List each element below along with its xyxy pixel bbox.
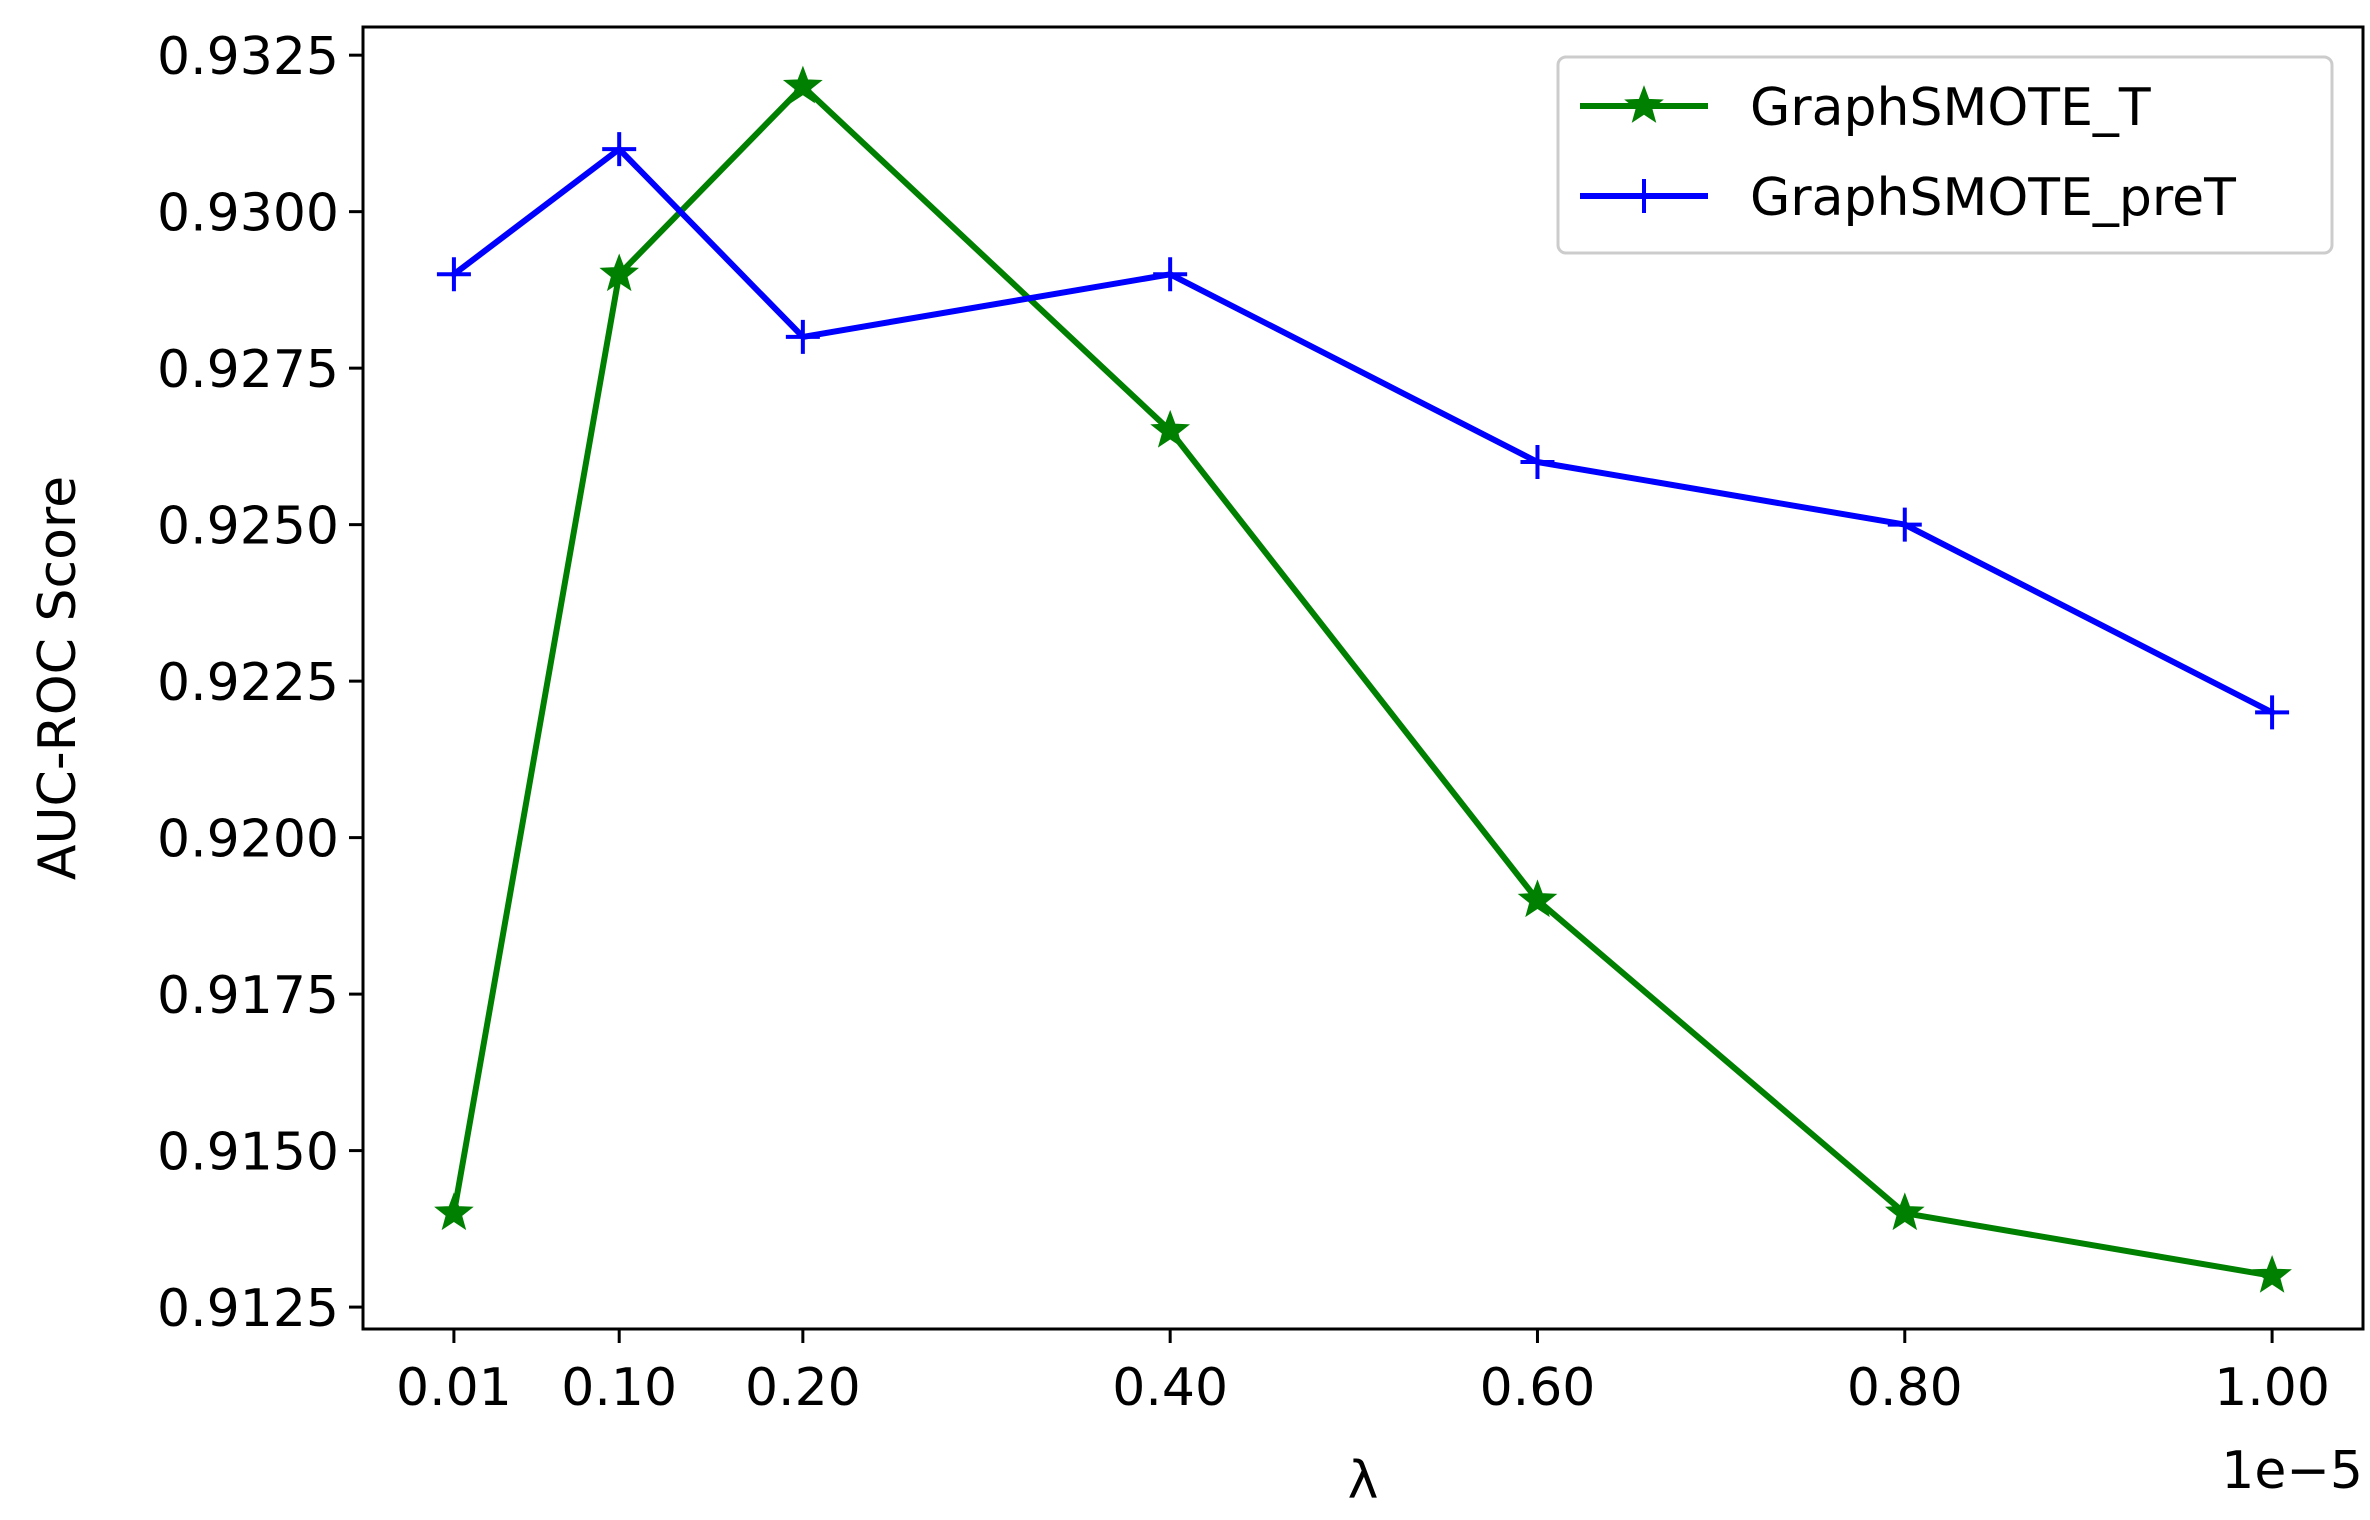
legend-marker-2 bbox=[1627, 179, 1661, 213]
data-point bbox=[436, 257, 471, 292]
x-tick-label: 0.01 bbox=[396, 1358, 512, 1418]
y-tick-label: 0.9175 bbox=[157, 966, 339, 1026]
y-tick-label: 0.9325 bbox=[157, 27, 339, 87]
y-tick-label: 0.9125 bbox=[157, 1279, 339, 1339]
y-tick-label: 0.9250 bbox=[157, 497, 339, 557]
legend-box bbox=[1556, 55, 2334, 255]
data-point bbox=[782, 65, 823, 104]
y-tick-label: 0.9225 bbox=[157, 653, 339, 713]
y-tick-label: 0.9300 bbox=[157, 184, 339, 244]
data-point bbox=[1887, 507, 1922, 542]
series-layer bbox=[434, 65, 2292, 1293]
data-point bbox=[1520, 445, 1555, 480]
x-tick-label: 1.00 bbox=[2214, 1358, 2330, 1418]
data-point bbox=[1884, 1192, 1925, 1231]
plot-frame bbox=[361, 25, 2365, 1331]
data-point bbox=[785, 319, 820, 354]
data-point bbox=[1150, 409, 1190, 448]
legend-label-1: GraphSMOTE_T bbox=[1750, 78, 2151, 138]
x-axis-label: λ bbox=[1348, 1451, 1379, 1511]
x-axis: 0.01 0.10 0.20 0.40 0.60 0.80 1.00 bbox=[396, 1329, 2330, 1418]
y-tick-label: 0.9200 bbox=[157, 810, 339, 870]
series-line-1 bbox=[450, 83, 2276, 1280]
y-tick-label: 0.9275 bbox=[157, 340, 339, 400]
legend-label-2: GraphSMOTE_preT bbox=[1750, 168, 2236, 228]
legend-marker-1 bbox=[1624, 85, 1664, 123]
x-tick-label: 0.20 bbox=[745, 1358, 861, 1418]
data-point bbox=[602, 132, 637, 167]
y-tick-label: 0.9150 bbox=[157, 1123, 339, 1183]
x-tick-label: 0.80 bbox=[1847, 1358, 1963, 1418]
data-point bbox=[1517, 879, 1558, 918]
data-point bbox=[2252, 1254, 2292, 1293]
x-axis-offset-label: 1e−5 bbox=[2221, 1441, 2363, 1501]
data-point bbox=[1153, 257, 1188, 292]
legend: GraphSMOTE_T GraphSMOTE_preT bbox=[1556, 55, 2334, 255]
x-tick-label: 0.60 bbox=[1480, 1358, 1596, 1418]
y-axis-label: AUC-ROC Score bbox=[28, 476, 88, 880]
data-point bbox=[434, 1192, 474, 1231]
data-point bbox=[2255, 695, 2290, 730]
data-point bbox=[599, 253, 639, 292]
x-tick-label: 0.10 bbox=[561, 1358, 677, 1418]
x-tick-label: 0.40 bbox=[1112, 1358, 1228, 1418]
y-axis: 0.9125 0.9150 0.9175 0.9200 0.9225 0.9250 0.92… bbox=[157, 27, 363, 1339]
